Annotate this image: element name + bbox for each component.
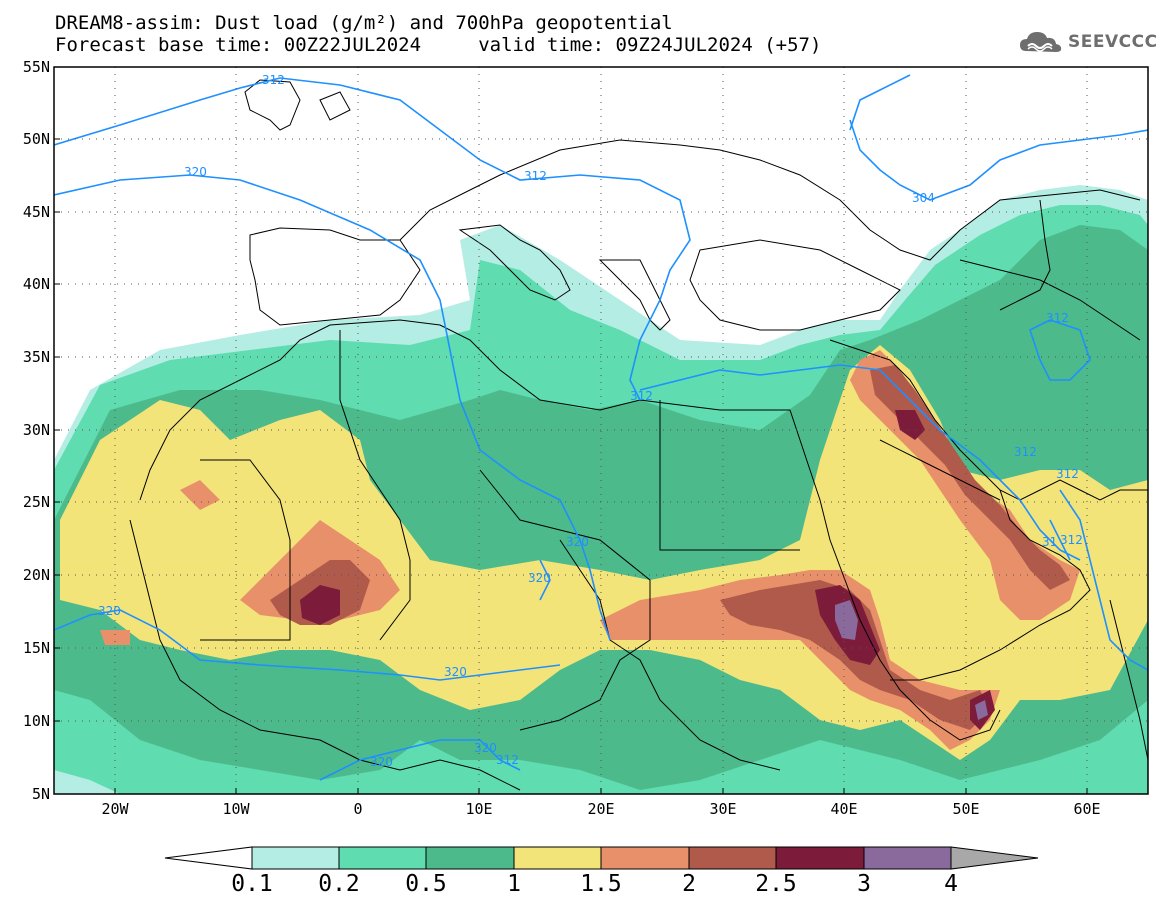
lon-label: 50E [952, 800, 980, 818]
axis-ticks [54, 66, 1088, 794]
lat-label: 10N [22, 712, 50, 730]
contour-label: 312 [524, 169, 547, 183]
dust-contour-3 [835, 600, 988, 720]
lat-label: 50N [22, 130, 50, 148]
map-title: DREAM8-assim: Dust load (g/m²) and 700hP… [55, 12, 673, 34]
contour-label: 320 [370, 755, 393, 769]
colorbar-under-arrow [164, 846, 253, 870]
contour-label: 320 [474, 741, 497, 755]
lat-label: 40N [22, 275, 50, 293]
lon-label: 40E [830, 800, 858, 818]
lat-label: 55N [22, 58, 50, 76]
coastlines-borders [129, 79, 1148, 791]
contour-label: 304 [912, 191, 935, 205]
lat-label: 30N [22, 421, 50, 439]
colorbar-label: 2 [682, 871, 696, 897]
lon-label: 10W [222, 800, 250, 818]
dust-field: 312 312 320 312 304 312 320 320 320 320 … [54, 67, 1148, 794]
lat-label: 35N [22, 348, 50, 366]
lon-label: 20W [101, 800, 129, 818]
seevccc-logo: SEEVCCC [1018, 29, 1158, 55]
lon-label: 10E [465, 800, 493, 818]
contour-label: 31 [1042, 535, 1057, 549]
colorbar-bin [863, 846, 952, 870]
lat-label: 20N [22, 566, 50, 584]
contour-label: 312 [496, 753, 519, 767]
lon-label: 60E [1073, 800, 1101, 818]
lat-label: 45N [22, 203, 50, 221]
contour-label: 312 [630, 389, 653, 403]
colorbar-label: 0.2 [318, 871, 360, 897]
colorbar-bin [775, 846, 865, 870]
colorbar-bin [338, 846, 427, 870]
contour-label: 312 [1046, 311, 1069, 325]
colorbar-bin [688, 846, 777, 870]
colorbar-label: 4 [944, 871, 958, 897]
contour-label: 320 [566, 535, 589, 549]
contour-label: 312 [1060, 533, 1083, 547]
geopotential-contours [54, 74, 1148, 781]
lon-label: 20E [587, 800, 615, 818]
contour-label: 320 [444, 665, 467, 679]
contour-label: 320 [184, 165, 207, 179]
colorbar-label: 0.5 [405, 871, 447, 897]
colorbar-bin [513, 846, 602, 870]
colorbar-label: 1.5 [580, 871, 622, 897]
colorbar-bin [251, 846, 340, 870]
colorbar-over-arrow [950, 846, 1039, 870]
contour-label: 320 [528, 571, 551, 585]
logo-text: SEEVCCC [1068, 32, 1158, 52]
colorbar-label: 2.5 [755, 871, 797, 897]
contour-label: 312 [1014, 445, 1037, 459]
colorbar-label: 1 [507, 871, 521, 897]
contour-label: 312 [262, 73, 285, 87]
graticule [54, 67, 1148, 794]
colorbar-label: 3 [857, 871, 871, 897]
lon-label: 0 [353, 800, 363, 818]
colorbar-bin [425, 846, 515, 870]
forecast-time-subtitle: Forecast base time: 00Z22JUL2024 valid t… [55, 34, 822, 56]
colorbar-label: 0.1 [231, 871, 273, 897]
lat-label: 15N [22, 639, 50, 657]
contour-label: 312 [1056, 467, 1079, 481]
cloud-icon [1020, 32, 1062, 52]
lat-label: 5N [31, 785, 50, 803]
lat-label: 25N [22, 493, 50, 511]
colorbar-bin [600, 846, 690, 870]
contour-labels: 312 312 320 312 304 312 320 320 320 320 … [98, 73, 1083, 769]
lon-label: 30E [709, 800, 737, 818]
contour-label: 320 [98, 604, 121, 618]
colorbar [164, 846, 1039, 870]
